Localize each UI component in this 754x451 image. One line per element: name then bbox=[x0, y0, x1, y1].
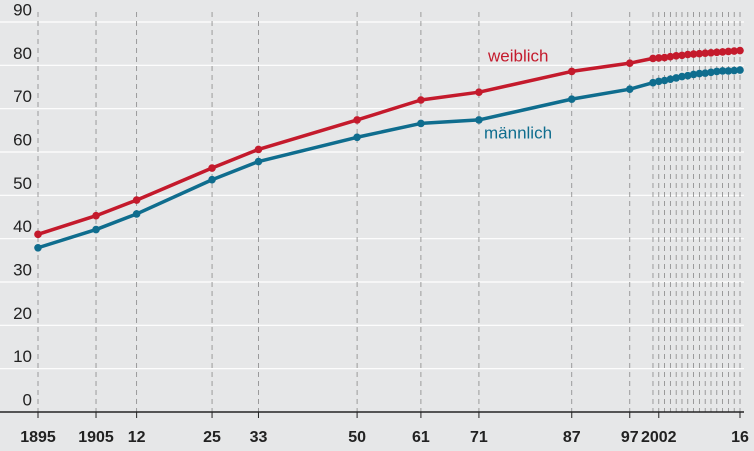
data-point bbox=[92, 211, 100, 220]
data-point bbox=[689, 50, 698, 58]
data-point bbox=[707, 68, 715, 77]
data-point bbox=[654, 77, 663, 86]
data-point bbox=[649, 54, 657, 63]
data-point bbox=[567, 95, 576, 103]
x-tick-label: 97 bbox=[621, 429, 639, 446]
data-point bbox=[678, 72, 686, 81]
y-tick-label: 80 bbox=[13, 44, 32, 63]
data-point bbox=[712, 67, 721, 76]
data-point bbox=[417, 119, 425, 128]
data-point bbox=[208, 175, 216, 184]
y-tick-label: 70 bbox=[13, 87, 32, 106]
x-tick-label: 71 bbox=[470, 429, 488, 446]
data-point bbox=[34, 243, 42, 252]
data-point bbox=[208, 164, 216, 172]
y-tick-label: 60 bbox=[13, 130, 32, 149]
series-label: weiblich bbox=[487, 46, 548, 65]
data-point bbox=[92, 225, 100, 234]
data-point bbox=[689, 70, 698, 79]
data-point bbox=[724, 47, 733, 56]
data-point bbox=[567, 67, 576, 76]
y-tick-label: 20 bbox=[13, 304, 32, 323]
x-tick-label: 16 bbox=[731, 429, 749, 446]
data-point bbox=[132, 196, 141, 204]
x-tick-label: 50 bbox=[348, 429, 366, 446]
x-tick-label: 25 bbox=[203, 429, 221, 446]
x-tick-label: 2002 bbox=[641, 429, 677, 446]
x-tick-label: 1905 bbox=[78, 429, 114, 446]
series-line bbox=[37, 68, 741, 250]
x-tick-label: 33 bbox=[250, 429, 268, 446]
data-point bbox=[649, 78, 657, 87]
y-tick-label: 90 bbox=[13, 0, 32, 19]
x-tick-label: 12 bbox=[128, 429, 146, 446]
data-point bbox=[660, 53, 669, 62]
data-point bbox=[353, 133, 361, 142]
y-tick-label: 0 bbox=[23, 390, 32, 409]
data-point bbox=[672, 52, 680, 60]
data-point bbox=[678, 51, 686, 60]
data-point bbox=[695, 49, 704, 58]
x-tick-label: 87 bbox=[563, 429, 581, 446]
data-point bbox=[666, 75, 675, 83]
data-point bbox=[730, 66, 738, 75]
data-point bbox=[701, 69, 709, 77]
series-label: männlich bbox=[484, 123, 552, 142]
data-point bbox=[625, 85, 634, 93]
data-point bbox=[254, 157, 263, 166]
data-point bbox=[718, 67, 727, 75]
data-point bbox=[475, 116, 483, 124]
data-point bbox=[730, 47, 738, 55]
data-point bbox=[660, 76, 669, 85]
data-point bbox=[683, 71, 692, 80]
y-tick-label: 50 bbox=[13, 174, 32, 193]
data-point bbox=[707, 48, 715, 57]
data-point bbox=[695, 69, 704, 78]
data-point bbox=[417, 96, 425, 104]
data-point bbox=[666, 52, 675, 61]
data-point bbox=[475, 88, 483, 96]
y-tick-label: 40 bbox=[13, 217, 32, 236]
data-point bbox=[712, 48, 721, 57]
data-point bbox=[683, 50, 692, 59]
data-point bbox=[724, 67, 733, 75]
series-line bbox=[37, 48, 741, 236]
data-point bbox=[254, 145, 263, 154]
data-point bbox=[625, 59, 634, 67]
y-tick-label: 30 bbox=[13, 260, 32, 279]
data-point bbox=[718, 48, 727, 56]
x-tick-label: 61 bbox=[412, 429, 430, 446]
data-point bbox=[353, 116, 361, 124]
data-point bbox=[701, 49, 709, 57]
data-point bbox=[736, 46, 744, 55]
y-tick-label: 10 bbox=[13, 347, 32, 366]
data-point bbox=[672, 74, 680, 82]
data-point bbox=[654, 54, 663, 62]
data-point bbox=[34, 230, 42, 239]
data-point bbox=[736, 66, 744, 74]
x-tick-label: 1895 bbox=[20, 429, 56, 446]
data-point bbox=[132, 210, 141, 218]
